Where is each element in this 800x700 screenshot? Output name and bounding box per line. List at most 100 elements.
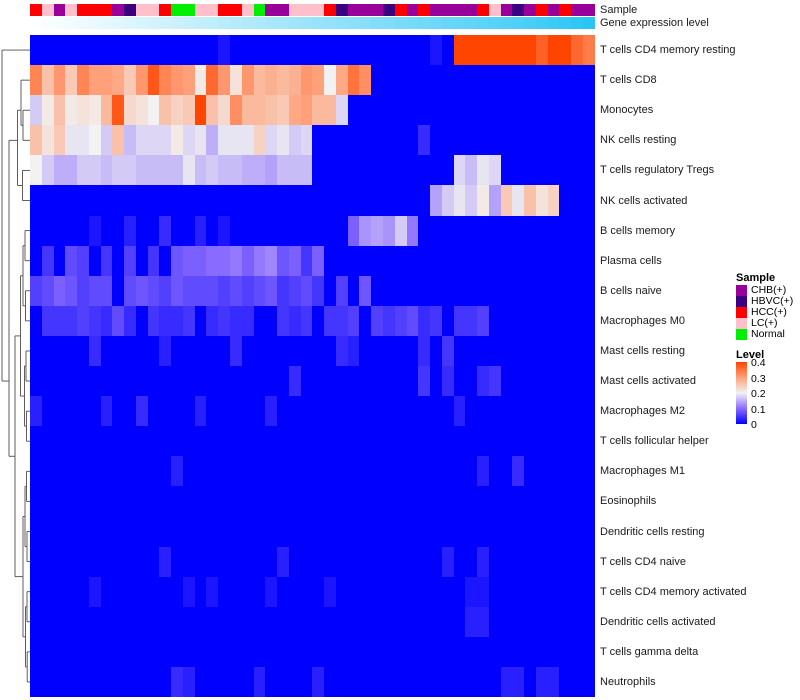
heatmap-cell bbox=[453, 155, 466, 186]
level-legend-title: Level bbox=[736, 349, 765, 361]
heatmap-cell bbox=[30, 65, 42, 96]
heatmap-cell bbox=[324, 456, 336, 487]
gene-expression-annotation-cell bbox=[347, 17, 360, 29]
heatmap-cell bbox=[524, 636, 536, 667]
heatmap-cell bbox=[100, 185, 113, 216]
heatmap-cell bbox=[324, 606, 336, 637]
heatmap-cell bbox=[100, 516, 113, 547]
heatmap-cell bbox=[324, 125, 336, 156]
heatmap-cell bbox=[347, 576, 360, 607]
heatmap-cell bbox=[382, 666, 395, 698]
heatmap-cell bbox=[218, 636, 231, 667]
heatmap-cell bbox=[500, 125, 513, 156]
heatmap-cell bbox=[382, 546, 395, 577]
heatmap-cell bbox=[124, 65, 136, 96]
heatmap-cell bbox=[371, 486, 383, 517]
heatmap-cell bbox=[406, 666, 419, 698]
heatmap-cell bbox=[571, 35, 583, 66]
heatmap-cell bbox=[477, 185, 489, 216]
heatmap-cell bbox=[135, 335, 148, 367]
heatmap-cell bbox=[194, 125, 207, 156]
heatmap-cell bbox=[30, 426, 42, 457]
heatmap-cell bbox=[112, 215, 125, 246]
heatmap-cell bbox=[500, 275, 513, 306]
heatmap-cell bbox=[512, 215, 525, 246]
heatmap-cell bbox=[135, 95, 148, 126]
heatmap-cell bbox=[394, 396, 407, 427]
heatmap-cell bbox=[559, 95, 572, 126]
heatmap-cell bbox=[30, 155, 42, 186]
sample-legend-title: Sample bbox=[736, 272, 776, 284]
sample-legend-item[interactable]: HBVC(+) bbox=[736, 296, 800, 307]
gene-expression-annotation-cell bbox=[30, 17, 42, 29]
heatmap-cell bbox=[430, 245, 442, 276]
sample-legend-item[interactable]: Normal bbox=[736, 329, 800, 340]
heatmap-cell bbox=[488, 275, 501, 306]
heatmap-cell bbox=[371, 666, 383, 698]
heatmap-cell bbox=[112, 546, 125, 577]
heatmap-cell bbox=[206, 35, 219, 66]
heatmap-cell bbox=[453, 486, 466, 517]
heatmap-cell bbox=[77, 546, 89, 577]
heatmap-cell bbox=[53, 305, 66, 336]
heatmap-cell bbox=[453, 275, 466, 306]
heatmap-cell bbox=[453, 215, 466, 246]
heatmap-cell bbox=[135, 215, 148, 246]
gene-expression-annotation-cell bbox=[112, 17, 125, 29]
row-label: Mast cells activated bbox=[600, 375, 696, 388]
heatmap-cell bbox=[171, 125, 183, 156]
heatmap-cell bbox=[524, 456, 536, 487]
heatmap-cell bbox=[582, 666, 595, 698]
heatmap-cell bbox=[241, 486, 254, 517]
heatmap-cell bbox=[335, 456, 348, 487]
heatmap-cell bbox=[359, 366, 372, 397]
sample-legend-item-label: HCC(+) bbox=[751, 306, 787, 318]
heatmap-cell bbox=[253, 215, 266, 246]
heatmap-cell bbox=[159, 516, 172, 547]
heatmap-cell bbox=[488, 516, 501, 547]
heatmap-cell bbox=[230, 95, 242, 126]
heatmap-cell bbox=[265, 95, 278, 126]
heatmap-cell bbox=[359, 456, 372, 487]
heatmap-cell bbox=[559, 606, 572, 637]
heatmap-cell bbox=[441, 456, 454, 487]
heatmap-cell bbox=[277, 576, 289, 607]
heatmap-cell bbox=[441, 155, 454, 186]
heatmap-cell bbox=[477, 125, 489, 156]
heatmap-cell bbox=[441, 666, 454, 698]
heatmap-cell bbox=[77, 95, 89, 126]
heatmap-cell bbox=[347, 275, 360, 306]
heatmap-cell bbox=[500, 636, 513, 667]
sample-legend-item[interactable]: CHB(+) bbox=[736, 285, 800, 296]
heatmap-cell bbox=[300, 426, 313, 457]
heatmap-cell bbox=[230, 125, 242, 156]
heatmap-row bbox=[30, 245, 595, 276]
gene-expression-annotation-cell bbox=[265, 17, 278, 29]
heatmap-cell bbox=[582, 636, 595, 667]
heatmap-cell bbox=[206, 275, 219, 306]
sample-legend-item[interactable]: HCC(+) bbox=[736, 307, 800, 318]
heatmap-cell bbox=[535, 456, 548, 487]
heatmap-cell bbox=[265, 305, 278, 336]
heatmap-cell bbox=[512, 245, 525, 276]
heatmap-cell bbox=[571, 245, 583, 276]
heatmap-cell bbox=[571, 215, 583, 246]
heatmap-cell bbox=[371, 516, 383, 547]
heatmap-cell bbox=[135, 125, 148, 156]
gene-expression-annotation-cell bbox=[441, 17, 454, 29]
heatmap-cell bbox=[171, 516, 183, 547]
heatmap-cell bbox=[300, 125, 313, 156]
heatmap-cell bbox=[488, 636, 501, 667]
heatmap-cell bbox=[406, 185, 419, 216]
heatmap-cell bbox=[335, 305, 348, 336]
heatmap-cell bbox=[41, 35, 54, 66]
sample-annotation-cell bbox=[382, 4, 395, 16]
heatmap-cell bbox=[230, 305, 242, 336]
heatmap-cell bbox=[159, 125, 172, 156]
heatmap-row bbox=[30, 426, 595, 457]
gene-expression-annotation-cell bbox=[300, 17, 313, 29]
heatmap-cell bbox=[571, 65, 583, 96]
sample-legend-item[interactable]: LC(+) bbox=[736, 318, 800, 329]
heatmap-cell bbox=[359, 546, 372, 577]
heatmap-cell bbox=[324, 486, 336, 517]
